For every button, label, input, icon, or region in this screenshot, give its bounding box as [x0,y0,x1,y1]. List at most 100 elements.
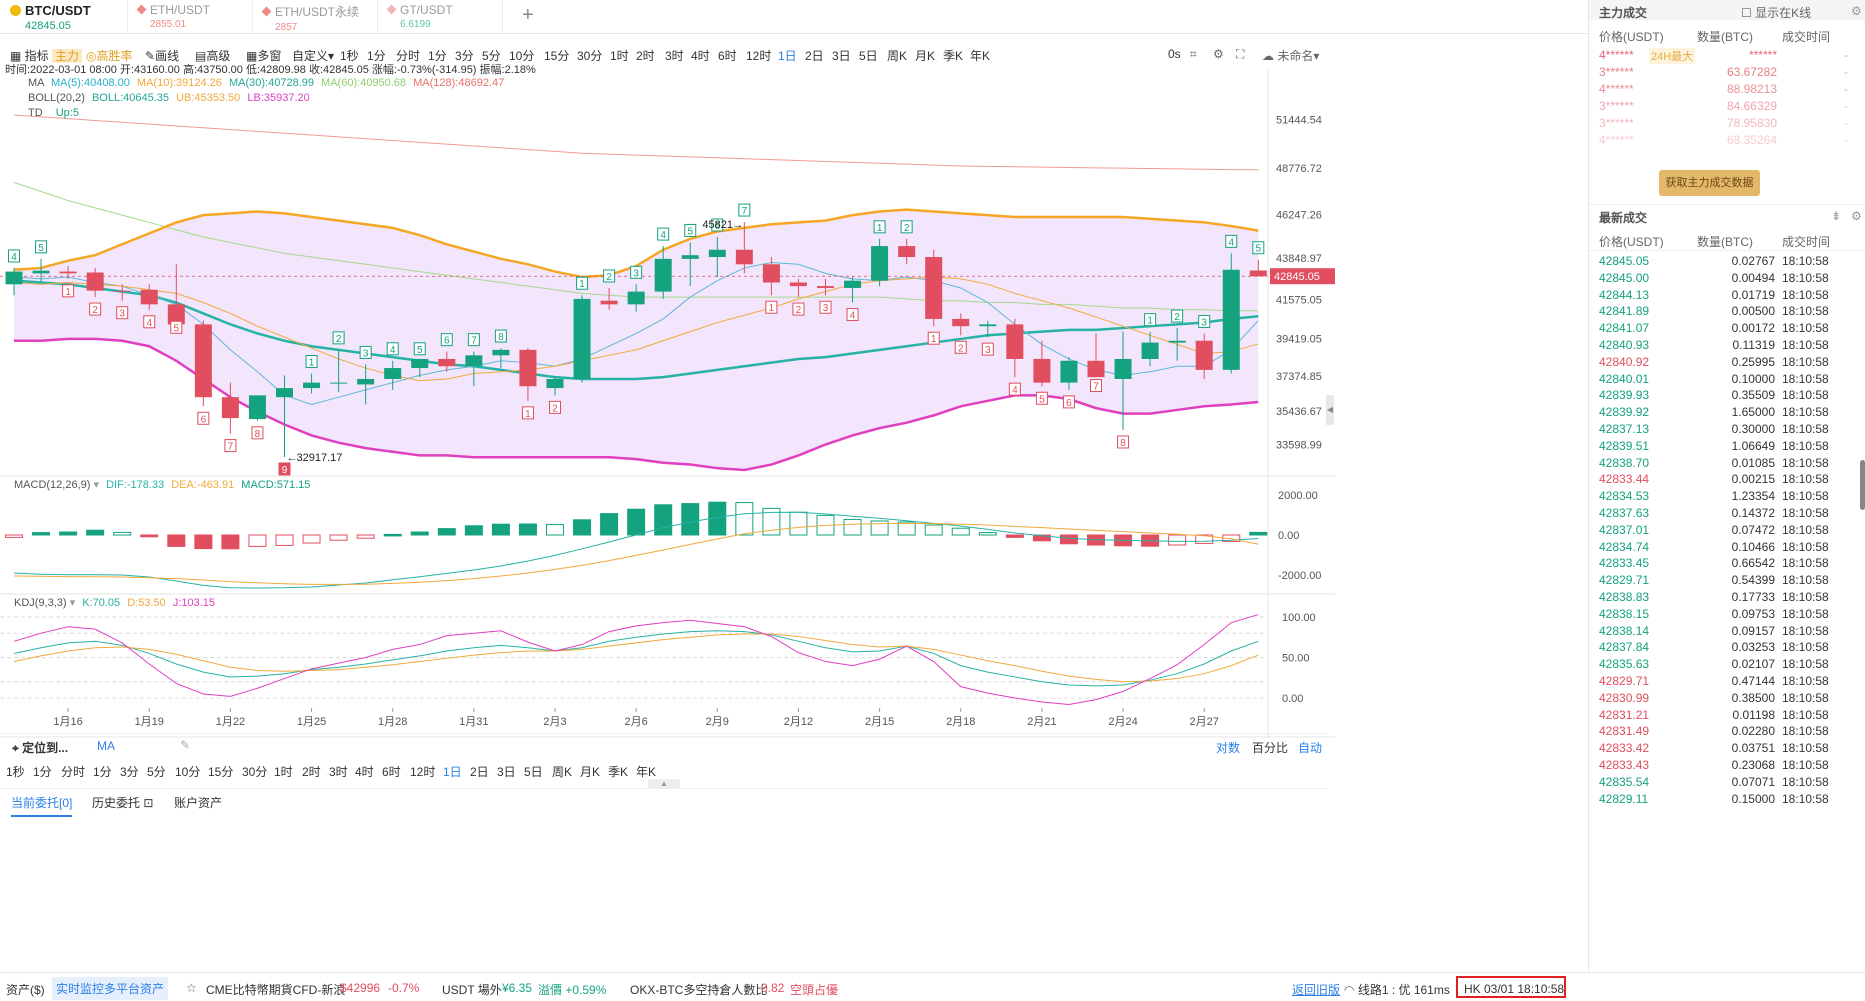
fetch-main-trades-button[interactable]: 获取主力成交数据 [1659,170,1760,196]
fullscreen-icon[interactable]: ⛶ [1236,47,1245,61]
tab-account-assets[interactable]: 账户资产 [174,796,223,810]
log-scale-toggle[interactable]: 对数 [1216,741,1241,755]
period-15[interactable]: 1日 [778,49,797,63]
list-icon[interactable]: ⇟ [1831,209,1842,223]
macd-bar [194,534,213,550]
trade-row: 42829.71 0.54399 18:10:58 [1589,570,1865,590]
bottom-period-20[interactable]: 月K [580,765,601,779]
bottom-period-15[interactable]: 1日 [443,765,462,779]
bottom-period-14[interactable]: 12时 [410,765,436,779]
draw-button[interactable]: ✎画线 [145,49,180,63]
bottom-period-12[interactable]: 4时 [355,765,374,779]
bottom-period-18[interactable]: 5日 [524,765,543,779]
monitor-assets-button[interactable]: 实时监控多平台资产 [52,977,169,1000]
bottom-period-17[interactable]: 3日 [497,765,516,779]
trade-time: 18:10:58 [1782,539,1829,554]
bottom-period-10[interactable]: 2时 [302,765,321,779]
panel-collapse-handle[interactable]: ◀ [1326,395,1334,425]
period-21[interactable]: 季K [943,49,964,63]
locate-button[interactable]: ⌖ 定位到... [12,741,69,755]
bottom-period-8[interactable]: 30分 [242,765,268,779]
advanced-button[interactable]: ▤高级 [195,49,231,63]
period-7[interactable]: 15分 [544,49,570,63]
bottom-period-4[interactable]: 3分 [120,765,139,779]
edit-icon[interactable]: ✎ [180,738,191,752]
bottom-period-21[interactable]: 季K [608,765,629,779]
period-12[interactable]: 4时 [691,49,710,63]
period-17[interactable]: 3日 [832,49,851,63]
ma-toggle[interactable]: MA [97,739,115,753]
period-4[interactable]: 3分 [455,49,474,63]
td-marker [900,220,913,234]
bottom-period-2[interactable]: 分时 [61,765,86,779]
settings-icon[interactable]: ⚙ [1213,47,1224,61]
period-16[interactable]: 2日 [805,49,824,63]
bottom-period-9[interactable]: 1时 [274,765,293,779]
kline-chart[interactable]: 4 5 1 2 3 4 5 6 7 8 9 1 2 3 4 5 6 7 8 1 2 1 2 3 4 5 6 7 1 2 3 4 1 2 1 2 3 4 5 6… [0,70,1335,738]
tab-gt-usdt[interactable]: GT/USDT 6.6199 [378,0,503,34]
show-on-kline-toggle[interactable]: ☐ 显示在K线 [1741,6,1812,20]
bottom-period-5[interactable]: 5分 [147,765,166,779]
countdown: 0s [1168,47,1181,61]
period-6[interactable]: 10分 [509,49,535,63]
trade-qty: 0.01198 [1732,707,1776,722]
tab-eth-usdt-perp[interactable]: ETH/USDT永续 2857 [253,0,378,34]
period-20[interactable]: 月K [915,49,936,63]
custom-button[interactable]: 自定义▾ [292,49,335,63]
win-rate-button[interactable]: ◎高胜率 [86,49,133,63]
layout-button[interactable]: ☁ 未命名▾ [1262,49,1320,63]
bottom-period-16[interactable]: 2日 [470,765,489,779]
period-1[interactable]: 1分 [367,49,386,63]
collapse-handle[interactable]: ▲ [648,779,680,788]
period-10[interactable]: 2时 [636,49,655,63]
tab-btc-usdt[interactable]: BTC/USDT 42845.05 [0,0,128,34]
period-8[interactable]: 30分 [577,49,603,63]
bottom-period-22[interactable]: 年K [636,765,657,779]
bottom-period-6[interactable]: 10分 [175,765,201,779]
tab-history-orders[interactable]: 历史委托 ⊡ [92,796,154,810]
period-19[interactable]: 周K [887,49,908,63]
period-3[interactable]: 1分 [428,49,447,63]
td-marker [819,300,832,314]
auto-scale-toggle[interactable]: 自动 [1298,741,1323,755]
period-9[interactable]: 1时 [610,49,629,63]
period-13[interactable]: 6时 [718,49,737,63]
td-marker [35,240,48,254]
tab-current-orders[interactable]: 当前委托[0] [11,794,73,817]
trade-row: 42829.71 0.47144 18:10:58 [1589,671,1865,691]
period-22[interactable]: 年K [970,49,991,63]
settings-icon[interactable]: ⚙ [1851,209,1862,223]
back-old-version-link[interactable]: 返回旧版 [1292,983,1341,997]
percent-scale-toggle[interactable]: 百分比 [1252,741,1289,755]
bottom-period-3[interactable]: 1分 [93,765,112,779]
settings-icon[interactable]: ⚙ [1851,4,1862,18]
star-icon[interactable]: ☆ [186,981,197,995]
date-axis-label: 2月12 [784,716,813,728]
lb-value: LB:35937.20 [247,92,310,104]
tab-eth-usdt[interactable]: ETH/USDT 2855.01 [128,0,253,34]
date-axis-label: 1月19 [135,716,164,728]
indicator-button[interactable]: ▦ 指标 主力 [10,47,83,64]
multi-window-button[interactable]: ▦多窗 [246,49,282,63]
period-14[interactable]: 12时 [746,49,772,63]
bottom-period-0[interactable]: 1秒 [6,765,25,779]
candle-body [276,388,293,398]
price: 4****** [1599,82,1634,96]
comment-icon[interactable]: ⌗ [1190,47,1197,61]
boll-info: BOLL(20,2) BOLL:40645.35 UB:45353.50 LB:… [28,92,310,104]
period-0[interactable]: 1秒 [340,49,359,63]
trade-time: 18:10:58 [1782,590,1829,604]
bottom-period-19[interactable]: 周K [552,765,573,779]
bottom-period-7[interactable]: 15分 [208,765,234,779]
bottom-period-11[interactable]: 3时 [329,765,348,779]
period-18[interactable]: 5日 [859,49,878,63]
bottom-period-1[interactable]: 1分 [33,765,52,779]
period-2[interactable]: 分时 [396,49,421,63]
period-11[interactable]: 3时 [665,49,684,63]
bottom-period-13[interactable]: 6时 [382,765,401,779]
add-tab-icon[interactable]: + [522,4,534,26]
td-marker-label: 4 [11,252,17,263]
trade-row: 42833.45 0.66542 18:10:58 [1589,553,1865,573]
scrollbar-thumb[interactable] [1860,460,1865,510]
period-5[interactable]: 5分 [482,49,501,63]
